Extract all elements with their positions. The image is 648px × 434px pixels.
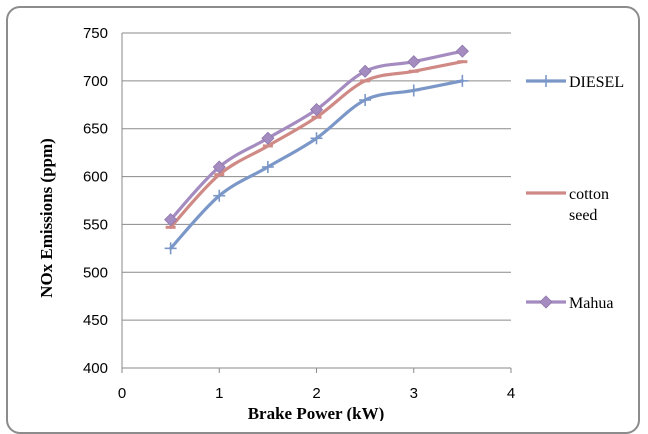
data-point [164, 242, 177, 255]
legend-label: cotton [569, 186, 609, 203]
data-point [358, 64, 372, 78]
data-point [407, 84, 420, 97]
series-mahua [164, 44, 469, 227]
legend-item: cotton seed [526, 186, 609, 224]
y-tick-label: 550 [83, 216, 108, 233]
data-point [261, 131, 275, 145]
gridlines [122, 32, 511, 321]
legend: DIESEL cotton seed Mahua [526, 74, 624, 312]
legend-marker [540, 75, 552, 87]
x-tick-label: 0 [118, 385, 126, 402]
legend-label: DIESEL [569, 74, 624, 91]
data-point [212, 160, 226, 174]
series-group [164, 44, 469, 255]
y-tick-label: 500 [83, 264, 108, 281]
data-point [213, 189, 226, 202]
legend-marker [539, 295, 553, 309]
y-tick-label: 650 [83, 121, 108, 138]
series-line [169, 60, 464, 229]
x-tick-label: 1 [215, 385, 223, 402]
x-axis-title: Brake Power (kW) [248, 404, 385, 421]
legend-item: Mahua [526, 295, 613, 312]
legend-label: Mahua [569, 295, 613, 312]
data-point [309, 103, 324, 117]
line-chart: 400 450 500 550 600 650 700 750 0 1 2 3 4 DIESEL cot… [37, 25, 624, 421]
y-axis-ticks: 400 450 500 550 600 650 700 750 [83, 25, 108, 377]
data-point [310, 132, 323, 145]
y-tick-label: 400 [83, 360, 108, 377]
data-point [407, 55, 421, 69]
x-axis-ticks: 0 1 2 3 4 [118, 368, 515, 402]
y-tick-label: 450 [83, 312, 108, 329]
x-tick-label: 3 [410, 385, 418, 402]
x-tick-label: 2 [312, 385, 320, 402]
series-diesel [164, 74, 469, 255]
legend-item: DIESEL [526, 74, 624, 91]
series-cotton-seed [165, 60, 468, 229]
data-point [261, 161, 274, 173]
y-tick-label: 700 [83, 73, 108, 90]
x-tick-label: 4 [507, 385, 515, 402]
chart-frame [6, 6, 640, 434]
y-axis-title: NOx Emissions (ppm) [37, 138, 56, 298]
data-point [359, 94, 372, 106]
data-point [164, 213, 178, 227]
data-point [456, 74, 469, 87]
data-point [455, 44, 469, 58]
legend-label: seed [569, 207, 597, 224]
y-tick-label: 750 [83, 25, 108, 42]
y-tick-label: 600 [83, 169, 108, 186]
